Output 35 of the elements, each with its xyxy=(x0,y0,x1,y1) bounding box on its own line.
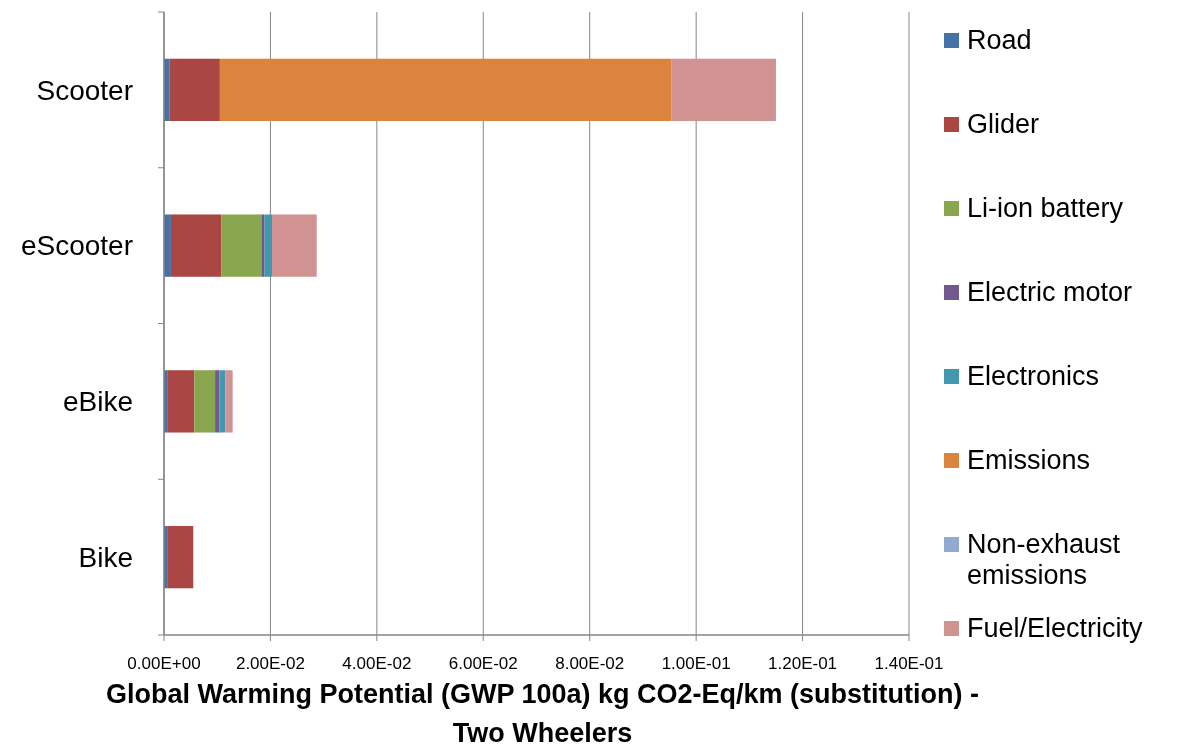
y-tick-label: eScooter xyxy=(20,230,133,262)
bar xyxy=(671,58,776,122)
x-tick-label: 4.00E-02 xyxy=(342,654,412,673)
bar xyxy=(215,370,220,433)
bar xyxy=(219,58,672,122)
legend-label: Electronics xyxy=(967,361,1100,392)
legend-label: Li-ion battery xyxy=(967,193,1124,224)
x-tick-label: 0.00E+00 xyxy=(127,654,201,673)
bar xyxy=(221,214,262,277)
x-tick-label: 2.00E-02 xyxy=(235,654,305,673)
legend-label: Fuel/Electricity xyxy=(967,613,1144,644)
legend-label: Non-exhaust emissions xyxy=(967,529,1121,591)
bar xyxy=(170,214,222,277)
bar xyxy=(167,370,195,433)
legend-label: Emissions xyxy=(967,445,1091,476)
bar xyxy=(261,214,265,277)
bar xyxy=(219,370,226,433)
bar xyxy=(169,58,220,122)
legend-label: Road xyxy=(967,25,1032,56)
x-tick-label: 1.20E-01 xyxy=(768,654,838,673)
legend-label: Glider xyxy=(967,109,1040,140)
x-axis-title: Global Warming Potential (GWP 100a) kg CO2-Eq/km (substitution) - Two Wheelers xyxy=(105,679,980,748)
x-tick-label: 1.00E-01 xyxy=(661,654,731,673)
bar xyxy=(167,525,194,589)
x-tick-label: 1.40E-01 xyxy=(874,654,944,673)
bar xyxy=(272,214,317,277)
y-tick-label: Scooter xyxy=(36,74,133,106)
bar xyxy=(264,214,273,277)
legend-label: Electric motor xyxy=(967,277,1133,308)
x-tick-label: 6.00E-02 xyxy=(448,654,518,673)
y-tick-label: eBike xyxy=(62,386,133,418)
bar xyxy=(225,370,233,433)
bar xyxy=(194,370,216,433)
y-tick-label: Bike xyxy=(78,541,133,573)
x-tick-label: 8.00E-02 xyxy=(555,654,625,673)
